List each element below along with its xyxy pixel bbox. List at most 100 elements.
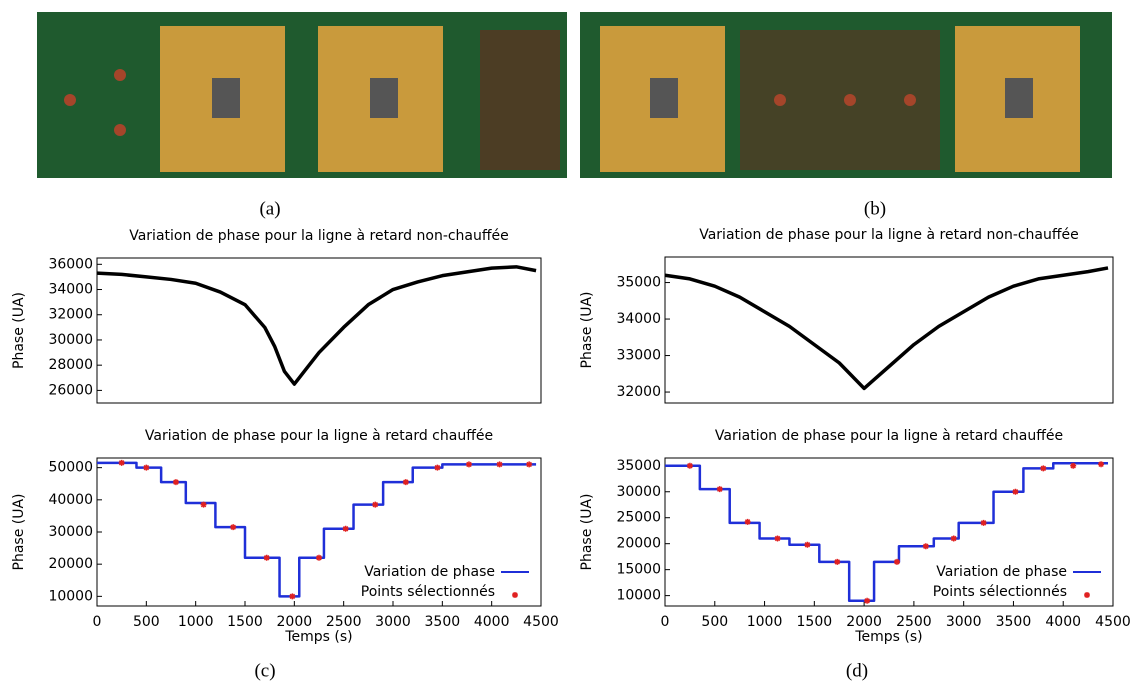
data-point xyxy=(200,501,207,508)
legend-label: Variation de phase xyxy=(364,564,495,580)
data-point xyxy=(716,486,723,493)
y-tick-label: 30000 xyxy=(48,524,93,540)
x-tick-label: 2000 xyxy=(846,614,882,630)
data-line xyxy=(96,265,537,386)
x-axis-label: Temps (s) xyxy=(854,629,922,645)
y-tick-label: 25000 xyxy=(616,510,661,526)
y-tick-label: 32000 xyxy=(48,307,93,323)
chart-title: Variation de phase pour la ligne à retar… xyxy=(145,428,493,444)
x-tick-label: 1000 xyxy=(178,614,214,630)
data-point xyxy=(1070,462,1077,469)
x-tick-label: 4500 xyxy=(523,614,559,630)
y-tick-label: 33000 xyxy=(616,348,661,364)
legend-swatch xyxy=(1084,592,1090,598)
x-tick-label: 4000 xyxy=(1045,614,1081,630)
x-tick-label: 500 xyxy=(701,614,728,630)
y-tick-label: 35000 xyxy=(616,458,661,474)
y-tick-label: 26000 xyxy=(48,382,93,398)
y-tick-label: 10000 xyxy=(616,588,661,604)
x-axis-label: Temps (s) xyxy=(284,629,352,645)
data-point xyxy=(172,479,179,486)
data-line xyxy=(665,461,1109,603)
chart-title: Variation de phase pour la ligne à retar… xyxy=(129,228,509,244)
x-tick-label: 0 xyxy=(661,614,670,630)
x-tick-label: 3500 xyxy=(425,614,461,630)
y-tick-label: 35000 xyxy=(616,275,661,291)
data-point xyxy=(744,518,751,525)
data-point xyxy=(289,593,296,600)
y-tick-label: 30000 xyxy=(48,332,93,348)
photo-b xyxy=(580,12,1112,178)
x-tick-label: 3500 xyxy=(996,614,1032,630)
y-tick-label: 32000 xyxy=(616,384,661,400)
data-point xyxy=(864,597,871,604)
x-tick-label: 2500 xyxy=(326,614,362,630)
photo-a xyxy=(37,12,567,178)
data-point xyxy=(686,462,693,469)
x-tick-label: 2500 xyxy=(896,614,932,630)
data-point xyxy=(465,461,472,468)
chart-title: Variation de phase pour la ligne à retar… xyxy=(715,428,1063,444)
plot-frame xyxy=(664,457,1114,607)
x-tick-label: 2000 xyxy=(277,614,313,630)
data-point xyxy=(230,524,237,531)
y-axis-label: Phase (UA) xyxy=(11,494,27,571)
data-point xyxy=(774,535,781,542)
y-tick-label: 28000 xyxy=(48,357,93,373)
data-point xyxy=(893,558,900,565)
data-point xyxy=(1012,488,1019,495)
data-point xyxy=(526,461,533,468)
y-tick-label: 30000 xyxy=(616,484,661,500)
data-point xyxy=(980,519,987,526)
legend-label: Variation de phase xyxy=(936,564,1067,580)
y-tick-label: 20000 xyxy=(616,536,661,552)
data-point xyxy=(1040,465,1047,472)
data-point xyxy=(922,543,929,550)
plot-frame xyxy=(664,256,1114,404)
data-point xyxy=(804,541,811,548)
y-tick-label: 10000 xyxy=(48,588,93,604)
data-point xyxy=(402,479,409,486)
data-point xyxy=(143,464,150,471)
data-point xyxy=(496,461,503,468)
x-tick-label: 1500 xyxy=(227,614,263,630)
chart-title: Variation de phase pour la ligne à retar… xyxy=(699,227,1079,243)
data-point xyxy=(263,554,270,561)
x-tick-label: 1000 xyxy=(747,614,783,630)
data-point xyxy=(342,525,349,532)
y-axis-label: Phase (UA) xyxy=(579,494,595,571)
x-tick-label: 3000 xyxy=(946,614,982,630)
plot-frame xyxy=(96,257,542,404)
legend-label: Points sélectionnés xyxy=(933,584,1067,600)
y-tick-label: 40000 xyxy=(48,492,93,508)
x-tick-label: 4500 xyxy=(1095,614,1131,630)
y-tick-label: 20000 xyxy=(48,556,93,572)
legend-label: Points sélectionnés xyxy=(361,584,495,600)
x-tick-label: 500 xyxy=(133,614,160,630)
y-tick-label: 50000 xyxy=(48,460,93,476)
figure-caption: (c) xyxy=(254,660,275,681)
x-tick-label: 3000 xyxy=(375,614,411,630)
y-axis-label: Phase (UA) xyxy=(11,292,27,369)
data-point xyxy=(372,501,379,508)
y-tick-label: 34000 xyxy=(616,311,661,327)
x-tick-label: 0 xyxy=(93,614,102,630)
y-tick-label: 15000 xyxy=(616,562,661,578)
y-tick-label: 36000 xyxy=(48,256,93,272)
data-point xyxy=(316,554,322,561)
legend-swatch xyxy=(512,592,518,598)
figure-caption: (d) xyxy=(846,660,868,681)
data-point xyxy=(950,535,957,542)
data-point xyxy=(118,459,125,466)
data-point xyxy=(1098,461,1105,468)
x-tick-label: 1500 xyxy=(797,614,833,630)
photo-caption: (b) xyxy=(864,198,886,219)
data-line xyxy=(664,266,1109,391)
data-point xyxy=(834,558,841,565)
data-point xyxy=(434,464,441,471)
x-tick-label: 4000 xyxy=(474,614,510,630)
y-tick-label: 34000 xyxy=(48,282,93,298)
y-axis-label: Phase (UA) xyxy=(579,292,595,369)
